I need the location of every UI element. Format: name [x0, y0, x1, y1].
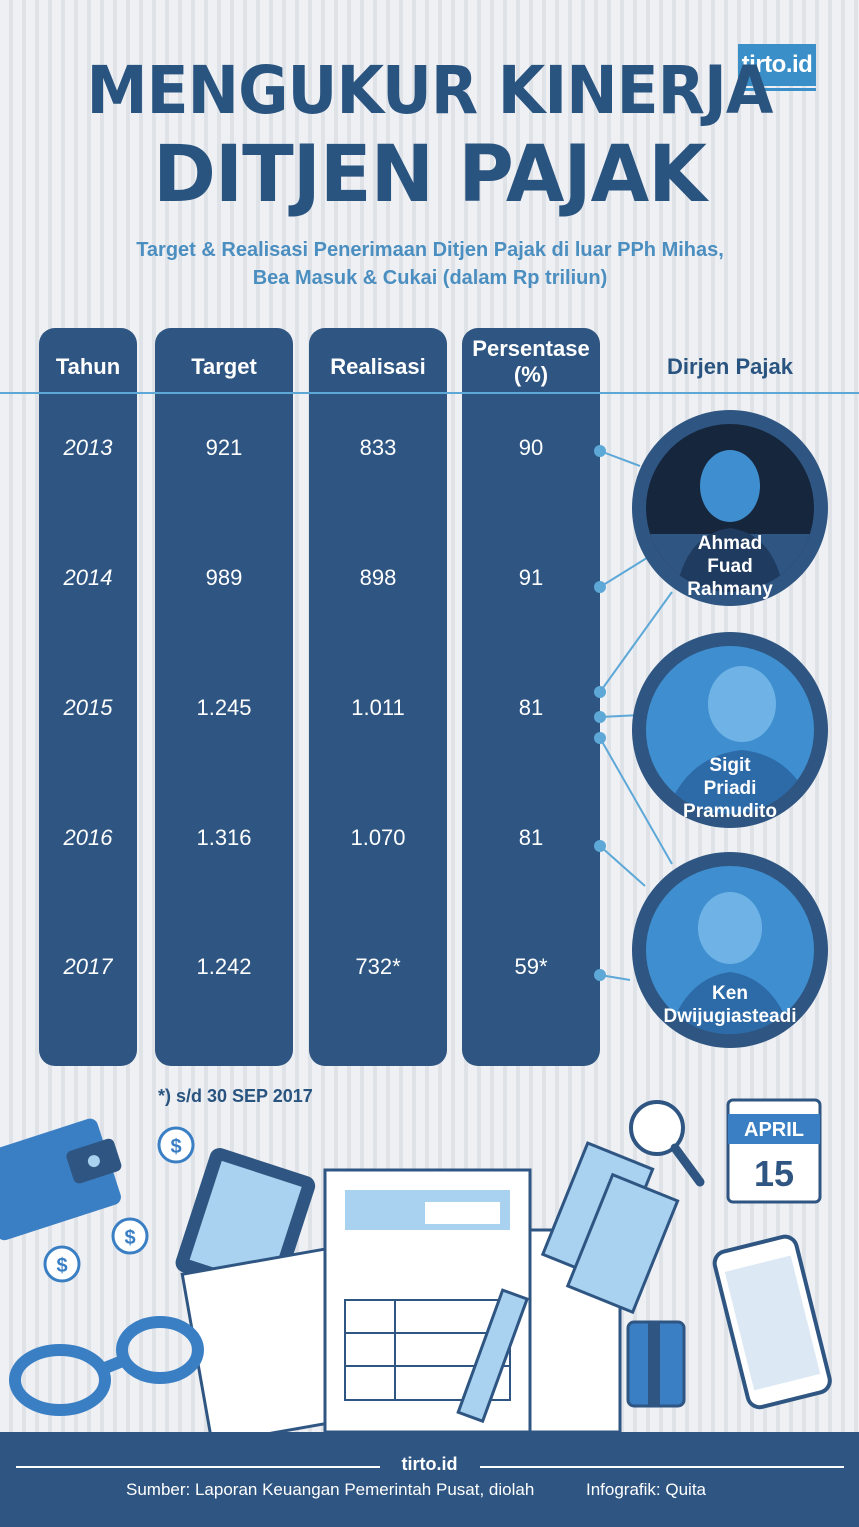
column-panel-persentase	[462, 328, 600, 1066]
person-photo-icon	[668, 892, 792, 1034]
cell-realisasi: 898	[359, 565, 397, 590]
cell-persentase: 81	[518, 695, 544, 720]
row-dot	[594, 445, 606, 457]
name-line: Fuad	[707, 556, 753, 577]
connector-2013	[599, 450, 641, 467]
office-illustration: $ $ $	[0, 1098, 832, 1432]
name-line: Pramudito	[683, 801, 777, 822]
banknote-icon	[540, 1141, 680, 1315]
phone-icon	[712, 1234, 832, 1410]
name-line: Dwijugiasteadi	[663, 1006, 797, 1027]
cell-year: 2017	[63, 954, 113, 979]
subtitle-line2: Bea Masuk & Cukai (dalam Rp triliun)	[252, 267, 608, 289]
cell-realisasi: 1.011	[351, 695, 405, 720]
page-title-line1: MENGUKUR KINERJA	[86, 52, 774, 129]
header-realisasi: Realisasi	[330, 354, 426, 379]
cell-year: 2015	[63, 695, 113, 720]
svg-text:$: $	[170, 1136, 181, 1158]
column-panel-tahun	[39, 328, 137, 1066]
person-photo-icon	[666, 666, 814, 814]
cell-year: 2016	[63, 825, 113, 850]
brand-logo-underline	[738, 88, 816, 91]
cell-target: 989	[205, 565, 243, 590]
column-panel-realisasi	[309, 328, 447, 1066]
footer-brand: tirto.id	[401, 1454, 458, 1474]
cell-realisasi: 732*	[355, 954, 401, 979]
cell-realisasi: 1.070	[350, 825, 406, 850]
name-line: Rahmany	[687, 579, 773, 600]
svg-text:$: $	[56, 1255, 67, 1277]
row-dot	[594, 969, 606, 981]
header-divider	[0, 392, 859, 394]
cell-year: 2013	[63, 435, 113, 460]
dirjen-name: Sigit Priadi Pramudito	[632, 754, 828, 823]
connector-2014	[599, 555, 651, 588]
row-dot	[594, 581, 606, 593]
calendar-day: 15	[754, 1153, 794, 1194]
connector-2016	[599, 845, 646, 887]
cell-year: 2014	[63, 565, 113, 590]
portrait-ken-dwijugiasteadi: Ken Dwijugiasteadi	[632, 852, 828, 1048]
page-subtitle: Target & Realisasi Penerimaan Ditjen Paj…	[60, 236, 800, 292]
svg-text:$: $	[124, 1227, 135, 1249]
name-line: Ahmad	[697, 533, 763, 554]
dollar-coin-icon: $	[157, 1126, 195, 1164]
magnifier-icon	[629, 1100, 705, 1187]
footer-source: Sumber: Laporan Keuangan Pemerintah Pusa…	[126, 1480, 535, 1499]
name-line: Ken	[712, 983, 748, 1004]
header-dirjen: Dirjen Pajak	[667, 354, 793, 379]
brand-logo: tirto.id	[738, 44, 816, 86]
credit-card-icon	[626, 1320, 686, 1408]
cell-target: 1.245	[196, 695, 252, 720]
dirjen-name: Ahmad Fuad Rahmany	[632, 532, 828, 601]
cell-target: 1.242	[196, 954, 252, 979]
dollar-coin-icon: $	[111, 1217, 149, 1255]
cell-realisasi: 833	[359, 435, 397, 460]
cell-persentase: 90	[518, 435, 544, 460]
cell-persentase: 59*	[514, 954, 548, 979]
header-persentase-line2: (%)	[513, 362, 549, 387]
footer-divider	[16, 1466, 380, 1468]
subtitle-line1: Target & Realisasi Penerimaan Ditjen Paj…	[136, 239, 724, 261]
footer: tirto.id Sumber: Laporan Keuangan Pemeri…	[0, 1432, 859, 1527]
page-title-line2: DITJEN PAJAK	[153, 130, 707, 220]
calendar-icon: APRIL 15	[726, 1098, 822, 1204]
column-panel-target	[155, 328, 293, 1066]
header-persentase: Persentase (%)	[462, 336, 600, 388]
name-line: Sigit	[709, 755, 751, 776]
cell-persentase: 91	[518, 565, 544, 590]
connector-2015a	[599, 591, 673, 693]
row-dot	[594, 732, 606, 744]
dirjen-name: Ken Dwijugiasteadi	[632, 982, 828, 1028]
cell-persentase: 81	[518, 825, 544, 850]
portrait-sigit-priadi-pramudito: Sigit Priadi Pramudito	[632, 632, 828, 828]
row-dot	[594, 711, 606, 723]
footnote: *) s/d 30 SEP 2017	[158, 1086, 313, 1106]
header-tahun: Tahun	[55, 354, 121, 379]
row-dot	[594, 840, 606, 852]
pen-icon	[456, 1288, 530, 1424]
name-line: Priadi	[703, 778, 757, 799]
dollar-coin-icon: $	[43, 1245, 81, 1283]
header-persentase-line1: Persentase	[472, 336, 590, 361]
row-dot	[594, 686, 606, 698]
wallet-icon	[0, 1118, 122, 1241]
glasses-icon	[9, 1316, 204, 1416]
cell-target: 1.316	[196, 825, 252, 850]
footer-divider	[480, 1466, 844, 1468]
cell-target: 921	[205, 435, 243, 460]
header-target: Target	[191, 354, 257, 379]
connector-2015c	[599, 737, 673, 865]
calendar-month: APRIL	[744, 1119, 804, 1141]
footer-credit: Infografik: Quita	[586, 1480, 707, 1499]
portrait-ahmad-fuad-rahmany: Ahmad Fuad Rahmany	[632, 410, 828, 606]
